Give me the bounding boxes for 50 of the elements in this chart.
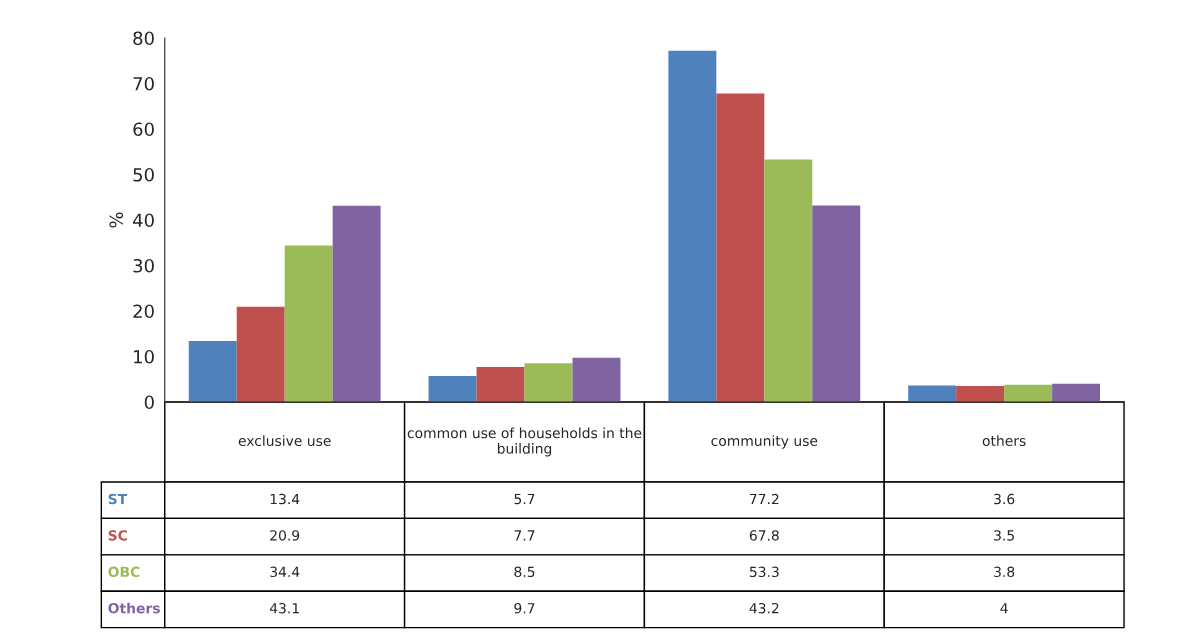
- y-tick-label: 10: [134, 349, 154, 364]
- data-label: 8.5: [514, 566, 535, 578]
- bar: [476, 366, 525, 402]
- bar: [572, 357, 621, 402]
- data-label: 3.6: [994, 493, 1015, 505]
- x-tick-label: exclusive use: [238, 435, 331, 447]
- data-label: 7.7: [514, 530, 535, 541]
- bar: [188, 340, 237, 402]
- bar: [1052, 383, 1101, 402]
- y-tick-label: 70: [133, 76, 154, 91]
- text: OBC: [108, 566, 140, 578]
- bar: [956, 386, 1005, 402]
- bar: [236, 306, 285, 402]
- data-label: 43.2: [749, 602, 779, 614]
- y-tick-label: 50: [133, 167, 154, 182]
- y-tick-label: 60: [133, 122, 154, 137]
- bar: [908, 385, 957, 402]
- bar: [1004, 384, 1053, 402]
- bar: [524, 363, 573, 402]
- text: Others: [108, 602, 160, 614]
- data-label: 67.8: [749, 530, 779, 541]
- bar: [668, 50, 717, 402]
- data-label: 20.9: [270, 530, 300, 541]
- data-label: 34.4: [270, 566, 300, 578]
- x-tick-label: common use of households in the building: [407, 427, 642, 457]
- bar: [284, 245, 333, 402]
- text: SC: [108, 530, 127, 541]
- data-label: 53.3: [749, 566, 779, 578]
- y-tick-label: 20: [133, 304, 154, 319]
- y-tick-label: 30: [133, 258, 154, 273]
- bar: [812, 205, 861, 402]
- bar: [332, 205, 381, 402]
- text: ST: [108, 493, 128, 505]
- x-tick-label: others: [982, 435, 1026, 447]
- bar: [428, 376, 477, 402]
- bar: [716, 93, 765, 402]
- data-label: 5.7: [514, 493, 535, 505]
- y-tick-label: 0: [144, 395, 154, 410]
- data-label: 43.1: [269, 602, 299, 614]
- data-label: 3.5: [994, 530, 1014, 541]
- y-axis-title: %: [109, 212, 124, 228]
- data-label: 3.8: [994, 566, 1015, 578]
- data-label: 4: [1000, 603, 1008, 614]
- data-label: 13.4: [270, 493, 300, 505]
- data-label: 9.7: [514, 602, 535, 614]
- x-tick-label: community use: [711, 435, 818, 449]
- bar: [764, 159, 813, 402]
- y-tick-label: 80: [133, 31, 154, 46]
- y-tick-label: 40: [132, 213, 154, 228]
- data-label: 77.2: [749, 493, 779, 505]
